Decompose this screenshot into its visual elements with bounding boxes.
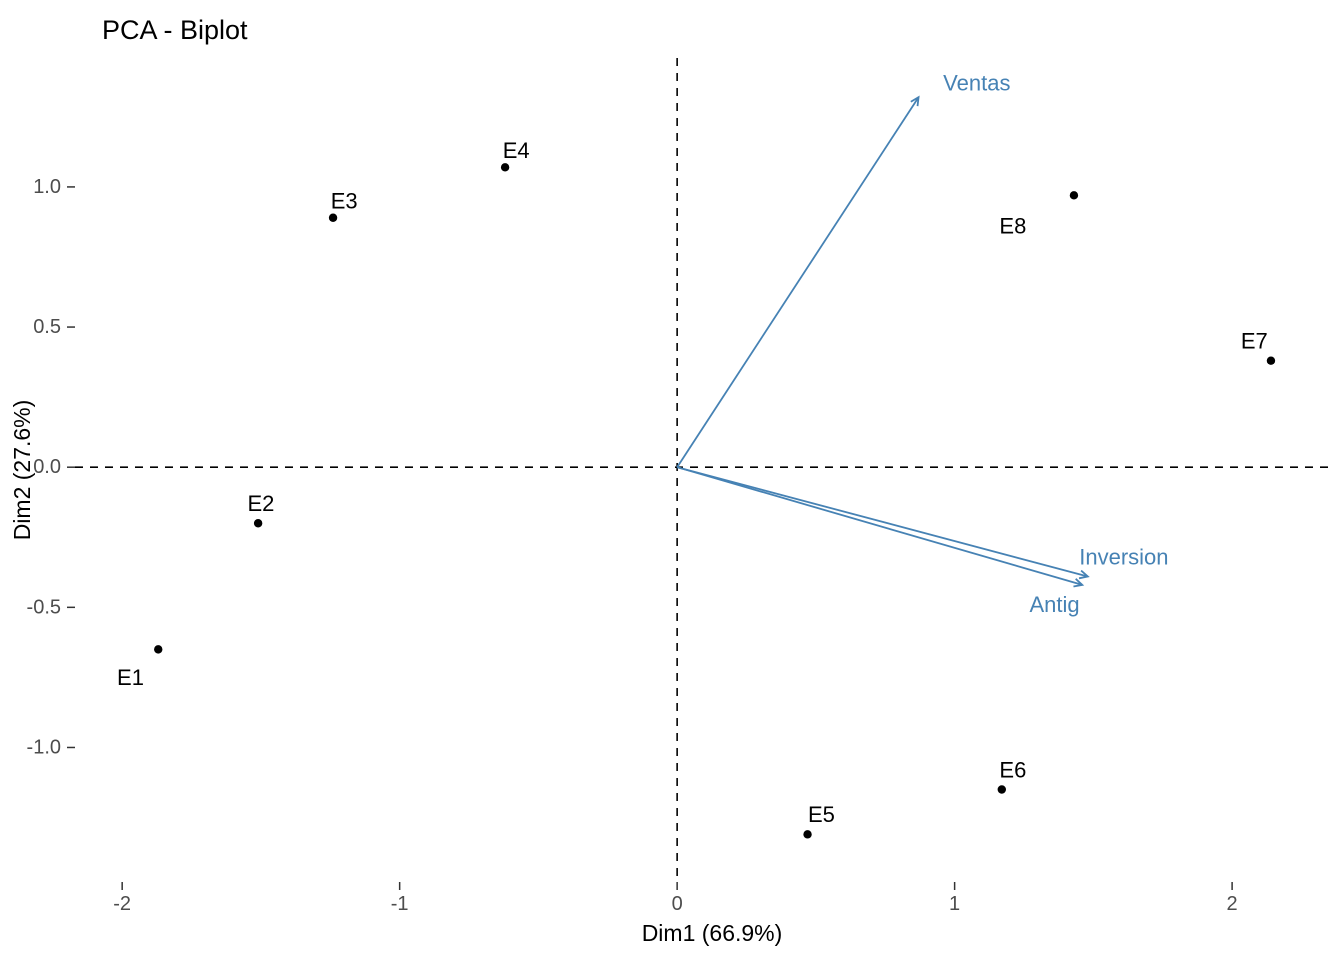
variable-label-ventas: Ventas — [943, 71, 1010, 96]
data-point-e8 — [1069, 191, 1079, 200]
point-label-e6: E6 — [999, 757, 1026, 782]
y-tick-label: -1.0 — [27, 736, 61, 758]
x-axis: -2 -1 0 1 2 — [113, 882, 1238, 915]
point-label-e2: E2 — [247, 491, 274, 516]
x-tick-label: -1 — [391, 893, 409, 915]
variable-arrow-ventas — [676, 95, 920, 468]
point-label-e8: E8 — [999, 214, 1026, 239]
variable-arrow-inversion — [676, 466, 1090, 580]
y-tick-label: 1.0 — [33, 176, 61, 198]
data-point-e3 — [328, 213, 338, 222]
point-label-e7: E7 — [1241, 329, 1268, 354]
y-tick-label: 0.5 — [33, 316, 61, 338]
point-label-e1: E1 — [117, 665, 144, 690]
data-point-e1 — [154, 645, 163, 654]
data-point-e7 — [1266, 356, 1276, 365]
y-axis-title: Dim2 (27.6%) — [9, 400, 35, 541]
variable-label-antig: Antig — [1029, 592, 1079, 617]
data-point-e4 — [500, 163, 510, 172]
y-tick-label: -0.5 — [27, 596, 61, 618]
chart-title: PCA - Biplot — [102, 15, 248, 45]
x-tick-label: 1 — [949, 893, 960, 915]
x-tick-label: -2 — [113, 893, 131, 915]
variable-arrow-antig — [676, 466, 1085, 588]
y-axis: -1.0 -0.5 0.0 0.5 1.0 — [27, 176, 75, 758]
data-point-e6 — [997, 785, 1006, 794]
variable-label-inversion: Inversion — [1079, 544, 1168, 569]
x-tick-label: 0 — [672, 893, 683, 915]
point-label-e5: E5 — [808, 802, 835, 827]
data-point-e2 — [253, 519, 263, 528]
point-label-e4: E4 — [503, 138, 530, 163]
point-label-e3: E3 — [331, 188, 358, 213]
x-tick-label: 2 — [1227, 893, 1238, 915]
zero-reference-lines — [75, 58, 1332, 882]
data-points: E1 E2 E3 E4 E5 E6 E7 E8 — [117, 138, 1276, 839]
y-tick-label: 0.0 — [33, 456, 61, 478]
x-axis-title: Dim1 (66.9%) — [642, 920, 783, 946]
data-point-e5 — [803, 830, 812, 839]
